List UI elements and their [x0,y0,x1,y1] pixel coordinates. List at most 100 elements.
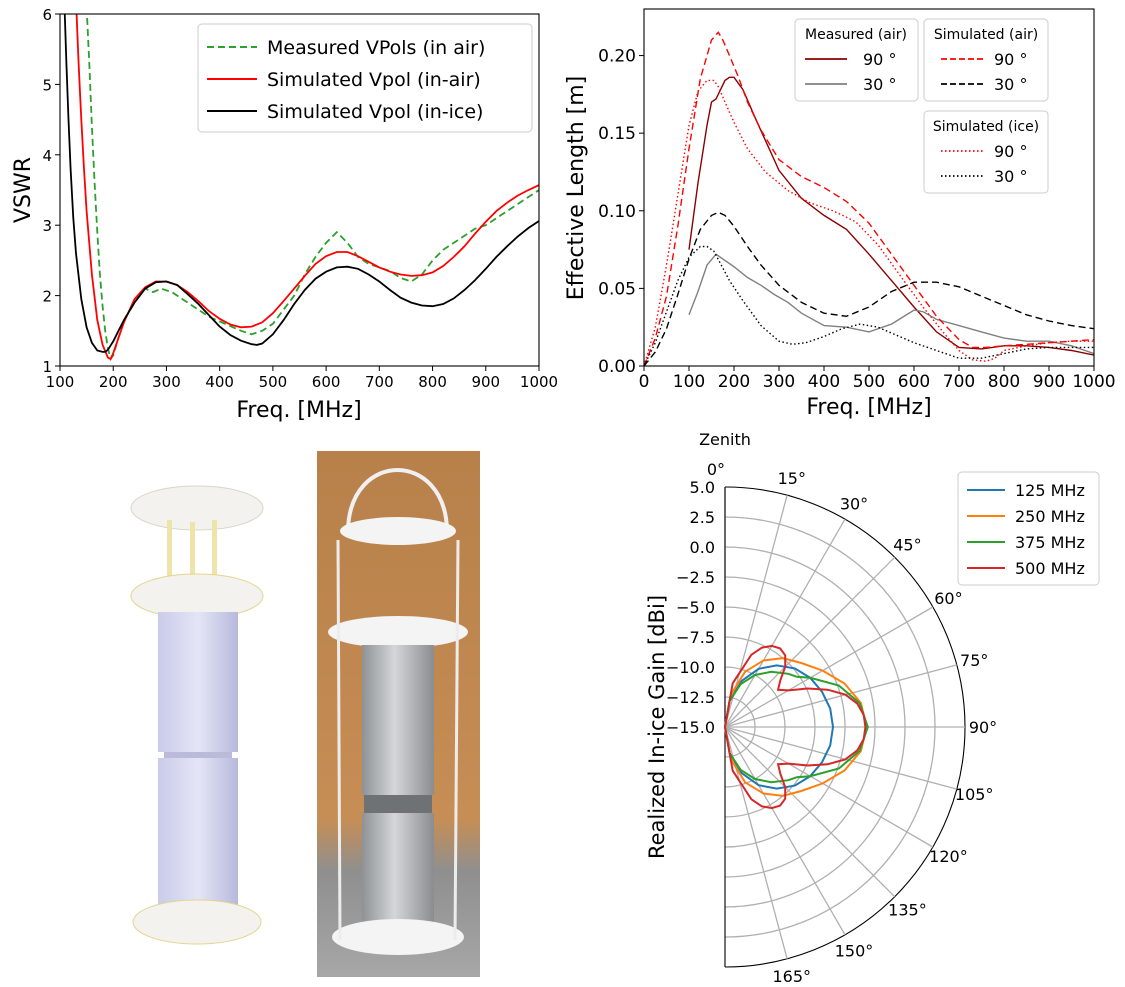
antenna-render-image [130,485,264,945]
polar-r-tick-label: −15.0 [666,718,715,737]
y-tick-label: 1 [42,358,52,376]
series-line-1 [688,253,1094,355]
efflen-x-ticks: 0 100 200 300 400 500 600 700 800 900 1000 [639,366,1116,392]
polar-series-line-3 [724,644,867,810]
polar-grid-spoke [724,726,896,898]
polar-r-tick-label: −2.5 [676,568,715,587]
series-line-1 [75,14,539,361]
polar-r-tick-label: 5.0 [690,478,715,497]
vswr-x-axis-label: Freq. [MHz] [236,398,361,423]
series-line-5 [644,245,1094,366]
x-tick-label: 500 [853,372,885,392]
polar-angle-label: 60° [934,589,962,608]
polar-legend-label: 250 MHz [1015,507,1085,526]
vswr-legend-label-sim-ice: Simulated Vpol (in-ice) [267,101,483,123]
vswr-legend-box [197,23,533,133]
legend-label: 30 ° [994,75,1027,94]
efflen-legend-measured-air: Measured (air) 90 ° 30 ° [794,18,919,102]
polar-grid-spoke [724,606,934,728]
polar-angle-label: 90° [969,718,997,737]
vswr-legend: Measured VPols (in air) Simulated Vpol (… [197,23,533,133]
polar-y-axis-label: Realized In-ice Gain [dBi] [645,595,669,859]
x-tick-label: 100 [46,373,75,391]
y-tick-label: 0.05 [598,279,636,299]
efflen-series-group [644,31,1094,366]
x-tick-label: 200 [99,373,128,391]
y-tick-label: 3 [42,217,52,235]
polar-angle-ticks: 0° 15° 30° 45° 60° 75° 90° 105° 120° 135° 150° 165° [707,460,997,986]
x-tick-label: 700 [365,373,394,391]
polar-angle-label: 15° [778,469,806,488]
polar-series-line-1 [724,657,868,797]
polar-legend-label: 500 MHz [1015,559,1085,578]
x-tick-label: 800 [418,373,447,391]
polar-r-tick-label: −12.5 [666,688,715,707]
x-tick-label: 1000 [520,373,558,391]
vswr-x-ticks: 100 200 300 400 500 600 700 800 900 1000 [46,366,558,391]
y-tick-label: 0.00 [598,357,636,377]
x-tick-label: 300 [763,372,795,392]
x-tick-label: 500 [259,373,288,391]
efflen-legend-simulated-air: Simulated (air) 90 ° 30 ° [923,18,1049,102]
polar-grid-spoke [724,726,934,848]
legend-label: 90 ° [994,50,1027,69]
series-line-3 [644,211,1094,366]
legend-box [923,110,1049,194]
polar-series-line-0 [724,664,835,790]
polar-r-tick-label: −7.5 [676,628,715,647]
legend-title: Simulated (ice) [933,119,1039,135]
legend-box [923,18,1049,102]
series-line-2 [63,14,539,353]
x-tick-label: 400 [808,372,840,392]
polar-series-group [724,644,869,810]
y-tick-label: 2 [42,288,52,306]
polar-angle-label: 30° [840,495,868,514]
polar-angle-label: 135° [888,900,927,919]
antenna-photo-image [317,451,480,977]
x-tick-label: 100 [673,372,705,392]
vswr-y-axis-label: VSWR [11,157,36,223]
x-tick-label: 700 [943,372,975,392]
polar-title: Zenith [699,430,751,449]
efflen-y-axis-label: Effective Length [m] [564,76,589,300]
polar-angle-label: 0° [707,460,725,479]
vswr-y-ticks: 1 2 3 4 5 6 [42,6,60,376]
efflen-legend-simulated-ice: Simulated (ice) 90 ° 30 ° [923,110,1049,194]
x-tick-label: 400 [205,373,234,391]
y-tick-label: 0.15 [598,124,636,144]
legend-box [794,18,919,102]
polar-grid [724,486,966,968]
polar-legend-box [957,471,1100,586]
x-tick-label: 300 [152,373,181,391]
x-tick-label: 600 [898,372,930,392]
polar-legend-label: 375 MHz [1015,533,1085,552]
y-tick-label: 4 [42,147,52,165]
vswr-chart: 100 200 300 400 500 600 700 800 900 1000 1 2 3 4 5 6 F… [11,6,558,423]
x-tick-label: 800 [988,372,1020,392]
polar-r-tick-label: 0.0 [690,538,715,557]
legend-title: Simulated (air) [934,27,1038,43]
legend-label: 90 ° [863,50,896,69]
polar-angle-label: 120° [929,847,968,866]
polar-grid-spoke [724,664,957,728]
polar-grid-spoke [724,556,896,728]
polar-grid-spoke [724,518,846,728]
legend-label: 90 ° [994,142,1027,161]
x-tick-label: 0 [639,372,650,392]
vswr-series-group [63,14,539,362]
x-tick-label: 200 [718,372,750,392]
y-tick-label: 0.20 [598,47,636,67]
x-tick-label: 1000 [1072,372,1115,392]
polar-angle-label: 150° [835,941,874,960]
polar-angle-label: 165° [773,967,812,986]
y-tick-label: 5 [42,76,52,94]
legend-label: 30 ° [863,75,896,94]
vswr-legend-label-measured: Measured VPols (in air) [267,37,485,59]
y-tick-label: 0.10 [598,202,636,222]
y-tick-label: 6 [42,6,52,24]
polar-grid-spoke [724,726,846,936]
series-line-0 [86,14,539,362]
polar-angle-label: 45° [893,536,921,555]
polar-angle-label: 105° [955,785,994,804]
polar-r-tick-label: −10.0 [666,658,715,677]
